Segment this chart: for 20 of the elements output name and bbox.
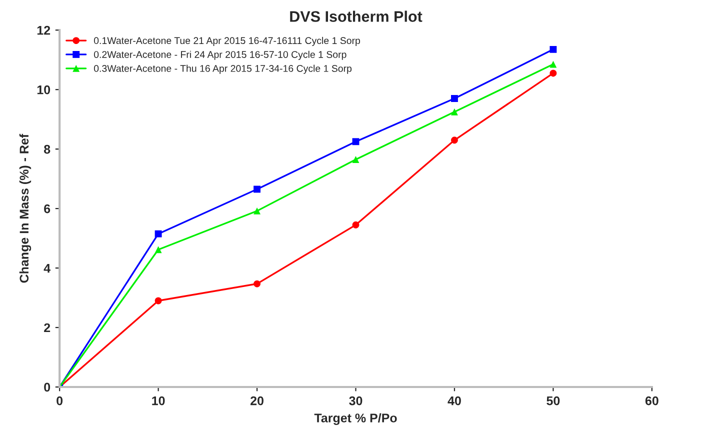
- x-tick-label: 60: [645, 396, 658, 406]
- y-tick-label: 12: [37, 26, 50, 35]
- legend-label: 0.1Water-Acetone Tue 21 Apr 2015 16-47-16111 Cycle 1 Sorp: [94, 36, 360, 46]
- x-tick-label: 50: [546, 396, 560, 406]
- y-tick-label: 10: [37, 85, 50, 94]
- y-tick-label: 8: [44, 144, 50, 154]
- x-axis-title: Target % P/Po: [314, 413, 397, 425]
- y-tick-label: 0: [44, 382, 50, 392]
- legend-label: 0.3Water-Acetone - Thu 16 Apr 2015 17-34-16 Cycle 1 Sorp: [94, 64, 352, 74]
- y-tick-label: 2: [44, 323, 50, 332]
- y-tick-label: 6: [44, 204, 50, 214]
- x-tick-label: 10: [152, 396, 165, 406]
- legend-label: 0.2Water-Acetone - Fri 24 Apr 2015 16-57-10 Cycle 1 Sorp: [94, 50, 346, 60]
- x-tick-label: 30: [349, 396, 362, 406]
- y-axis-title: Change In Mass (%) - Ref: [19, 134, 32, 283]
- x-tick-label: 40: [448, 396, 461, 406]
- x-tick-label: 0: [56, 396, 63, 406]
- x-tick-label: 20: [250, 396, 264, 406]
- chart-title: DVS Isotherm Plot: [290, 10, 422, 22]
- y-tick-label: 4: [44, 264, 50, 273]
